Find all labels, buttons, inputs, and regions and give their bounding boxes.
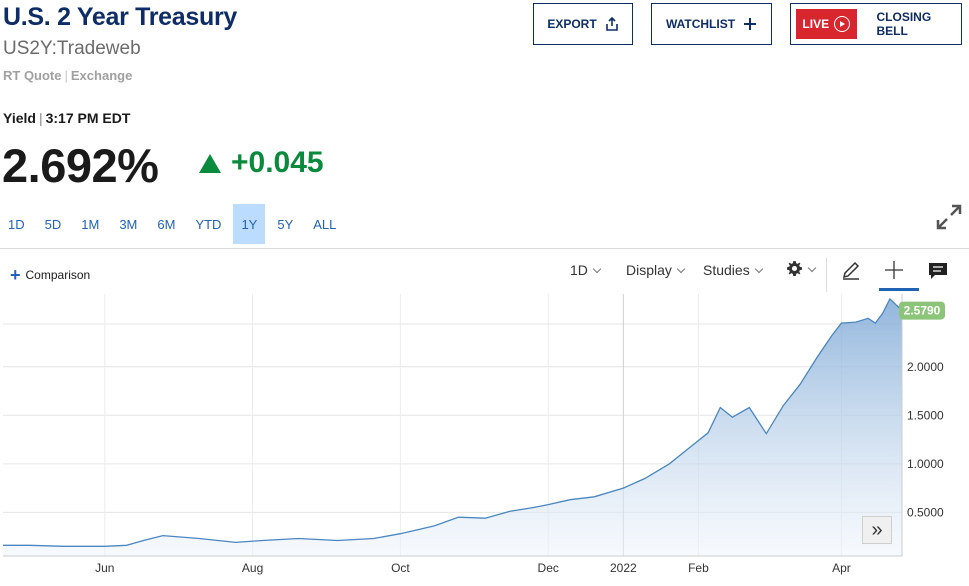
comparison-label: Comparison <box>25 268 91 282</box>
series-line <box>3 297 903 547</box>
separator: | <box>38 110 43 126</box>
quote-type: RT Quote <box>3 68 62 83</box>
double-chevron-right-icon: » <box>871 518 883 541</box>
chart-svg: 0.5000 1.0000 1.5000 2.0000 Jun Aug Oct Dec 2022… <box>3 294 945 575</box>
crosshair-active-indicator <box>879 288 919 291</box>
chevron-down-icon <box>592 264 602 274</box>
watchlist-label: WATCHLIST <box>665 17 736 31</box>
current-price-label: 2.5790 <box>904 304 941 318</box>
studies-label: Studies <box>703 262 750 278</box>
quote-source: RT Quote | Exchange <box>3 68 132 83</box>
exchange-label: Exchange <box>70 68 133 83</box>
closing-bell-label: CLOSING BELL <box>876 10 932 38</box>
comparison-button[interactable]: + Comparison <box>10 266 90 284</box>
price-change: +0.045 <box>199 146 324 180</box>
watchlist-button[interactable]: WATCHLIST <box>651 3 772 45</box>
share-icon <box>605 17 618 31</box>
display-dropdown[interactable]: Display <box>626 262 686 278</box>
x-tick-label: Feb <box>688 561 709 575</box>
y-tick-label: 0.5000 <box>907 505 944 519</box>
pencil-icon[interactable] <box>840 259 862 281</box>
range-tab-5y[interactable]: 5Y <box>277 216 294 232</box>
studies-dropdown[interactable]: Studies <box>703 262 763 278</box>
range-tab-1y[interactable]: 1Y <box>233 204 266 244</box>
plus-icon: + <box>10 265 21 285</box>
x-tick-label: Apr <box>832 561 851 575</box>
interval-dropdown[interactable]: 1D <box>570 262 602 278</box>
x-tick-label: 2022 <box>610 561 637 575</box>
range-tab-6m[interactable]: 6M <box>157 216 176 232</box>
yield-chart[interactable]: 0.5000 1.0000 1.5000 2.0000 Jun Aug Oct Dec 2022… <box>0 294 969 586</box>
chevron-down-icon <box>807 263 817 272</box>
x-tick-label: Dec <box>538 561 559 575</box>
play-icon <box>834 16 851 32</box>
range-tabs: 1D 5D 1M 3M 6M YTD 1Y 5Y ALL <box>0 204 348 244</box>
scroll-to-latest-button[interactable]: » <box>862 516 892 544</box>
symbol-label: US2Y:Tradeweb <box>3 38 141 59</box>
range-tab-1m[interactable]: 1M <box>81 216 100 232</box>
gear-icon <box>787 261 802 276</box>
expand-icon[interactable] <box>934 202 964 232</box>
settings-dropdown[interactable] <box>786 260 817 277</box>
display-label: Display <box>626 262 672 278</box>
change-value: +0.045 <box>231 146 324 179</box>
interval-label: 1D <box>570 262 588 278</box>
divider <box>0 248 969 249</box>
x-tick-label: Jun <box>95 561 114 575</box>
up-arrow-icon <box>199 153 221 173</box>
export-button[interactable]: EXPORT <box>533 3 633 45</box>
current-price-tag <box>899 301 945 320</box>
range-tab-ytd[interactable]: YTD <box>195 216 222 232</box>
crosshair-icon[interactable] <box>883 259 905 281</box>
range-tab-3m[interactable]: 3M <box>119 216 138 232</box>
export-label: EXPORT <box>547 17 597 31</box>
y-tick-label: 1.5000 <box>907 408 944 422</box>
y-tick-label: 2.0000 <box>907 360 944 374</box>
range-tab-1d[interactable]: 1D <box>8 216 25 232</box>
range-tab-5d[interactable]: 5D <box>44 216 62 232</box>
x-tick-label: Aug <box>242 561 263 575</box>
closing-bell-button[interactable]: LIVE CLOSING BELL <box>790 3 962 45</box>
yield-label: Yield <box>3 110 36 126</box>
range-tab-all[interactable]: ALL <box>313 216 337 232</box>
separator: | <box>64 68 68 83</box>
page-title: U.S. 2 Year Treasury <box>3 3 237 31</box>
chevron-down-icon <box>676 264 686 274</box>
chevron-down-icon <box>754 264 763 274</box>
yield-time: Yield | 3:17 PM EDT <box>3 110 130 126</box>
x-tick-label: Oct <box>391 561 410 575</box>
live-label: LIVE <box>802 17 830 31</box>
last-price: 2.692% <box>2 139 159 192</box>
plus-icon <box>744 18 757 30</box>
series-area <box>3 298 902 556</box>
toolbar-divider <box>826 258 827 292</box>
live-badge: LIVE <box>796 9 857 39</box>
comment-icon[interactable] <box>927 261 949 281</box>
quote-time: 3:17 PM EDT <box>45 110 131 126</box>
y-tick-label: 1.0000 <box>907 457 944 471</box>
